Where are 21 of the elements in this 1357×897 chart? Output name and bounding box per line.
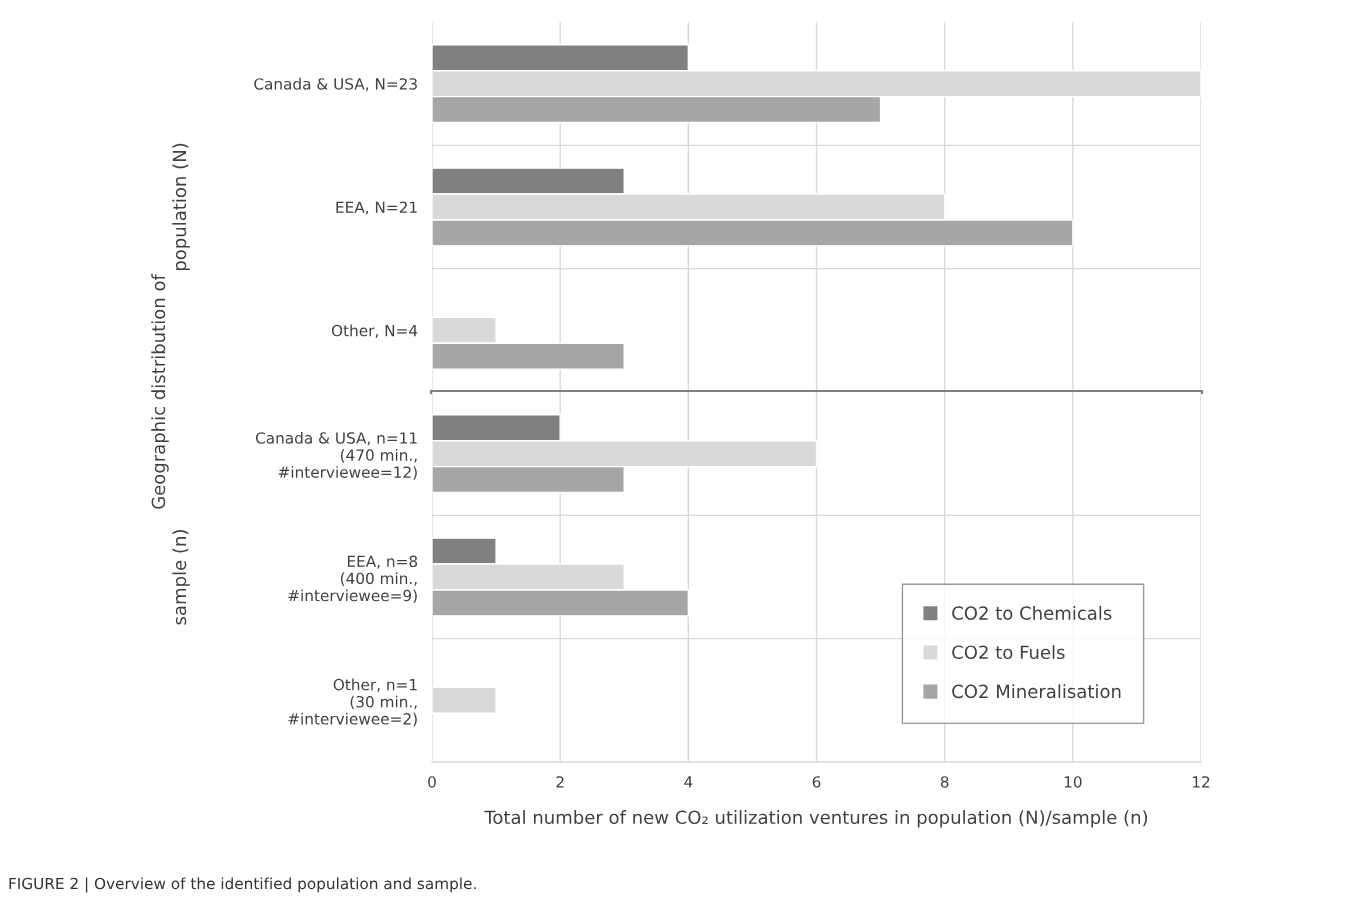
y-tick-label: EEA, N=21 [336,201,417,215]
x-axis-title: Total number of new CO₂ utilization ventures in population (N)/sample (n) [484,810,1148,828]
y-tick-label: EEA, n=8 (400 min., #interviewee=9) [288,555,418,604]
x-tick-label: 6 [812,776,821,788]
x-tick-label: 8 [940,776,949,788]
y-tick-label: Other, n=1 (30 min., #interviewee=2) [288,678,417,727]
y-tick-label: Canada & USA, n=11 (470 min., #interviewee=12) [255,431,417,480]
caption: FIGURE 2 | Overview of the identified population and sample. [9,877,476,893]
y-tick-label: Other, N=4 [331,324,418,338]
x-tick-label: 4 [684,776,693,788]
x-tick-label: 0 [428,776,436,788]
legend-label: CO2 to Chemicals [952,605,1112,620]
x-tick-label: 12 [1192,776,1210,788]
legend-label: CO2 Mineralisation [952,684,1121,699]
x-tick-label: 2 [556,776,564,788]
y-tick-label: Canada & USA, N=23 [254,77,417,92]
y-axis-title: population (N) [172,143,190,271]
text: Geographic distribution of [151,273,169,509]
y-axis-title: sample (n) [172,530,190,625]
legend-label: CO2 to Fuels [952,645,1065,660]
x-tick-label: 10 [1064,776,1082,788]
